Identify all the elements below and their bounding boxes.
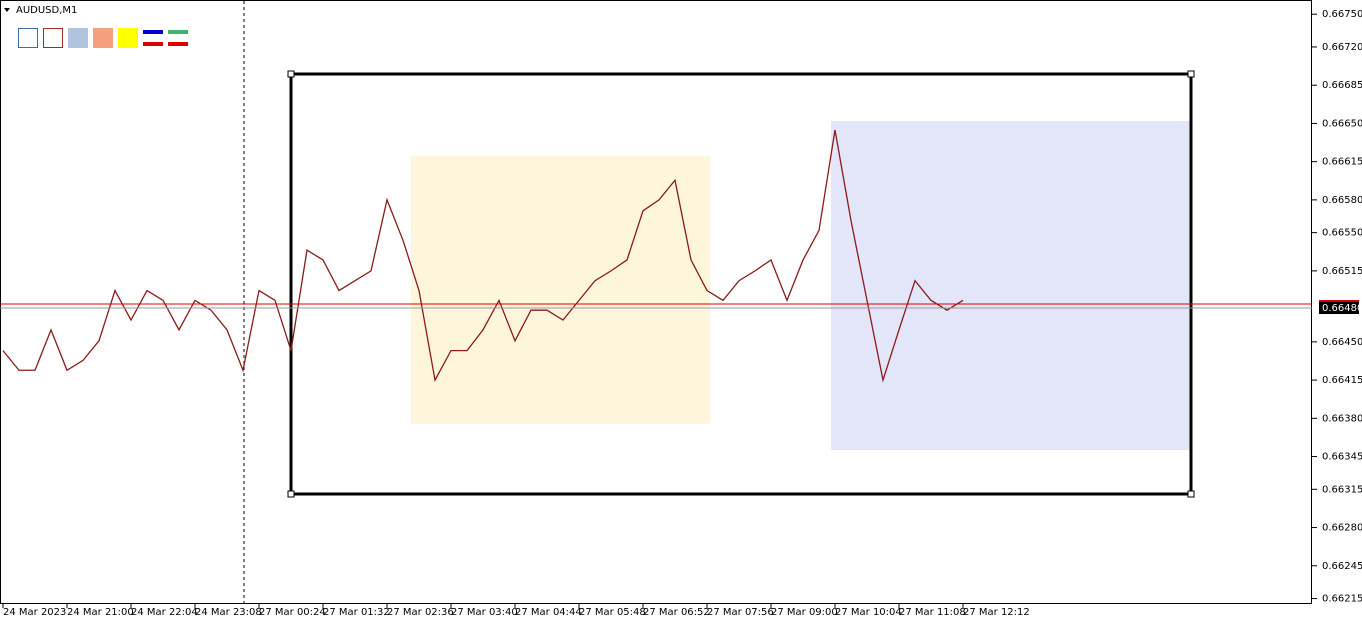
tool-fill-yellow[interactable] bbox=[118, 28, 138, 48]
x-tick-label: 27 Mar 05:48 bbox=[579, 607, 646, 618]
x-tick-label: 27 Mar 09:00 bbox=[771, 607, 838, 618]
current-price-box bbox=[1319, 302, 1359, 314]
y-tick-label: 0.66315 bbox=[1322, 484, 1362, 495]
y-tick-label: 0.66215 bbox=[1322, 594, 1362, 605]
tool-lines-blue-red[interactable] bbox=[143, 30, 163, 46]
current-price-label: 0.66480 bbox=[1322, 303, 1362, 314]
blue-zone bbox=[831, 121, 1190, 450]
price-line bbox=[2, 129, 964, 383]
y-tick-label: 0.66750 bbox=[1322, 9, 1362, 20]
x-tick-label: 27 Mar 10:04 bbox=[835, 607, 902, 618]
x-tick-label: 24 Mar 2023 bbox=[3, 607, 66, 618]
x-tick-label: 27 Mar 01:32 bbox=[323, 607, 390, 618]
x-tick-label: 27 Mar 00:24 bbox=[259, 607, 326, 618]
tool-fill-blue[interactable] bbox=[68, 28, 88, 48]
range-rectangle bbox=[289, 72, 1193, 496]
x-tick-label: 27 Mar 11:08 bbox=[899, 607, 966, 618]
x-tick-label: 27 Mar 12:12 bbox=[963, 607, 1030, 618]
toolbar bbox=[18, 28, 188, 48]
y-tick-label: 0.66685 bbox=[1322, 80, 1362, 91]
y-tick-label: 0.66280 bbox=[1322, 523, 1362, 534]
tool-rect-blue[interactable] bbox=[18, 28, 38, 48]
y-tick-label: 0.66615 bbox=[1322, 157, 1362, 168]
rectangle-handles bbox=[287, 70, 1195, 498]
y-tick-label: 0.66650 bbox=[1322, 118, 1362, 129]
x-tick-label: 27 Mar 02:36 bbox=[387, 607, 454, 618]
y-tick-label: 0.66415 bbox=[1322, 375, 1362, 386]
tool-rect-red[interactable] bbox=[43, 28, 63, 48]
x-tick-label: 24 Mar 21:00 bbox=[67, 607, 134, 618]
tool-lines-green-red[interactable] bbox=[168, 30, 188, 46]
y-tick-label: 0.66380 bbox=[1322, 413, 1362, 424]
y-tick-label: 0.66345 bbox=[1322, 452, 1362, 463]
x-tick-label: 27 Mar 07:56 bbox=[707, 607, 774, 618]
x-tick-label: 27 Mar 04:44 bbox=[515, 607, 582, 618]
symbol-title: AUDUSD,M1 bbox=[16, 5, 77, 16]
y-tick-label: 0.66580 bbox=[1322, 195, 1362, 206]
x-tick-label: 27 Mar 03:40 bbox=[451, 607, 518, 618]
x-tick-label: 27 Mar 06:52 bbox=[643, 607, 710, 618]
x-tick-label: 24 Mar 23:08 bbox=[195, 607, 262, 618]
y-tick-label: 0.66515 bbox=[1322, 266, 1362, 277]
yellow-zone bbox=[411, 156, 710, 424]
plot bbox=[2, 129, 964, 383]
y-tick-label: 0.66245 bbox=[1322, 561, 1362, 572]
tool-fill-orange[interactable] bbox=[93, 28, 113, 48]
y-tick-label: 0.66450 bbox=[1322, 337, 1362, 348]
x-tick-label: 24 Mar 22:04 bbox=[131, 607, 198, 618]
menu-arrow[interactable] bbox=[4, 8, 10, 12]
y-tick-label: 0.66720 bbox=[1322, 42, 1362, 53]
y-tick-label: 0.66550 bbox=[1322, 228, 1362, 239]
